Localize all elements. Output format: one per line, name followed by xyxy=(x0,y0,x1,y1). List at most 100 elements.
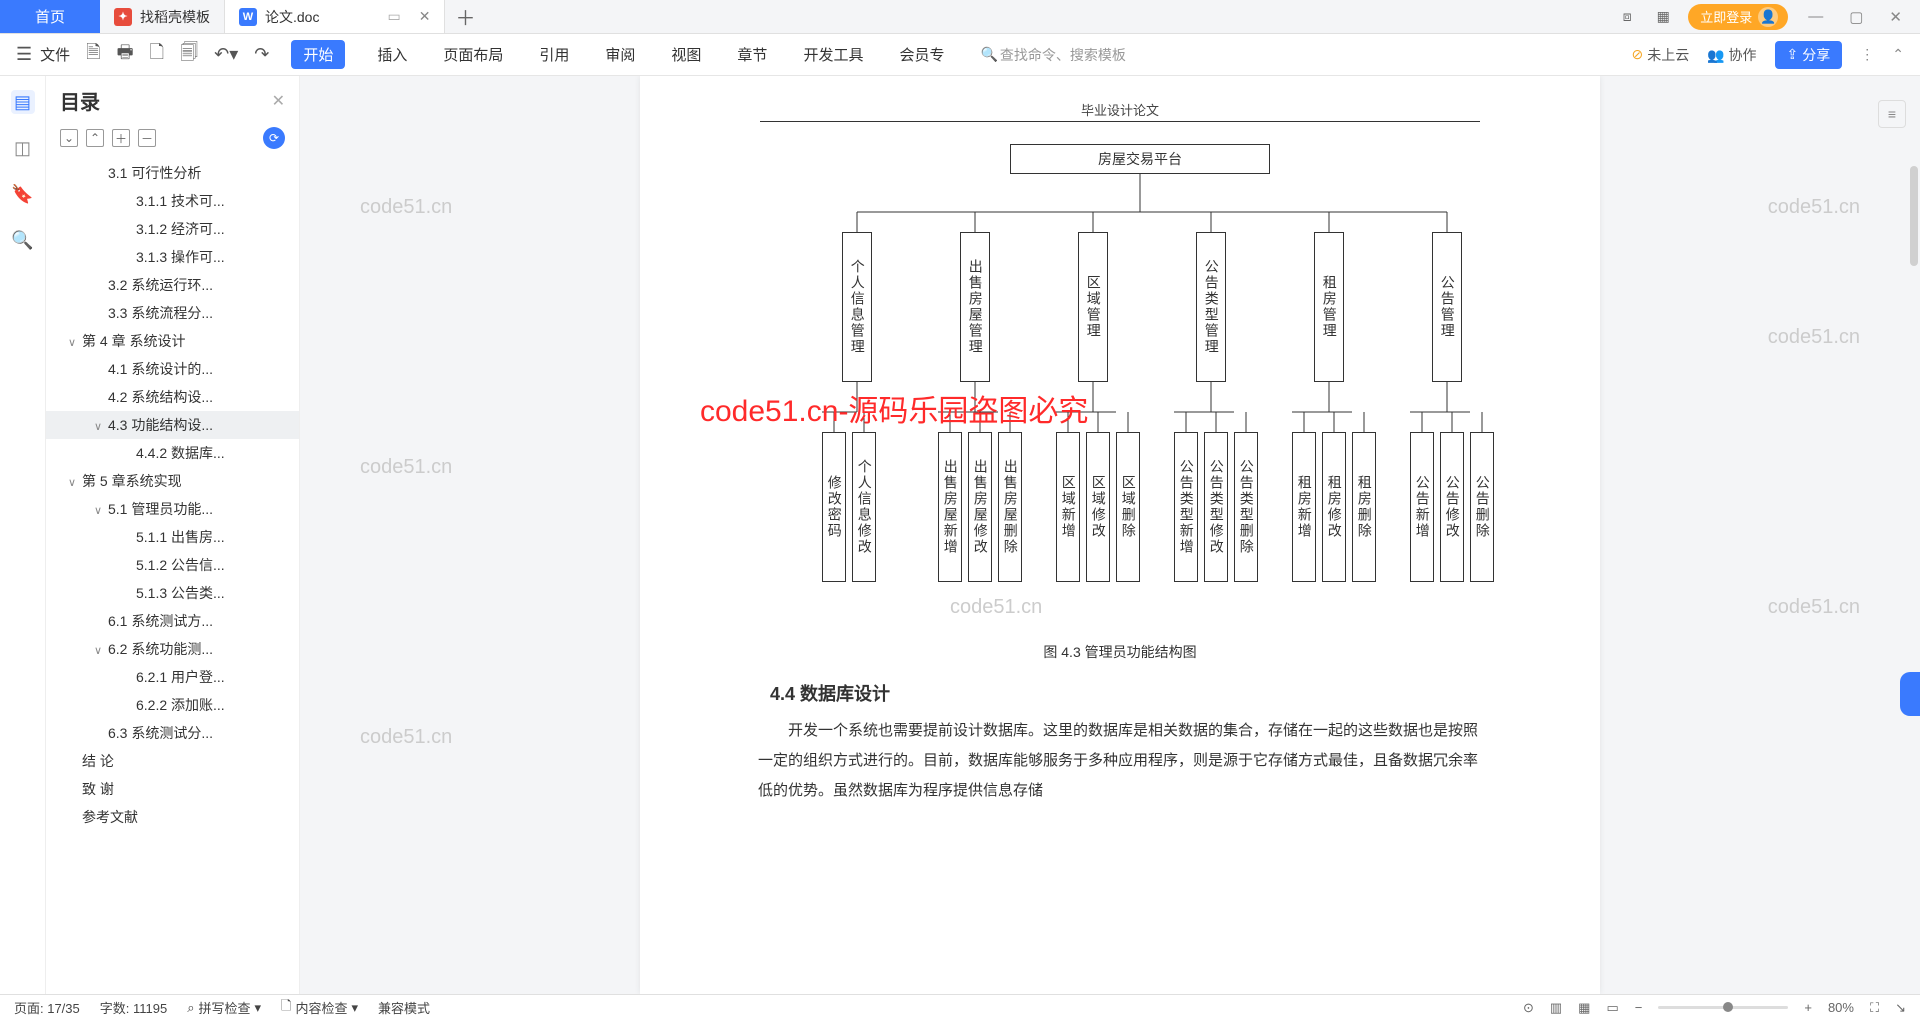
view-mode-icon[interactable]: ⊙ xyxy=(1523,1000,1534,1016)
file-menu[interactable]: 文件 xyxy=(40,44,70,65)
ribbon-tab[interactable]: 视图 xyxy=(667,40,705,69)
tab-template[interactable]: ✦ 找稻壳模板 xyxy=(100,0,225,33)
maximize-icon[interactable]: ▢ xyxy=(1843,8,1869,26)
minimize-icon[interactable]: — xyxy=(1802,8,1829,25)
ribbon-tab[interactable]: 会员专 xyxy=(895,40,948,69)
outline-item[interactable]: 6.2.2 添加账... xyxy=(46,691,299,719)
outline-item[interactable]: 3.1.3 操作可... xyxy=(46,243,299,271)
scrollbar[interactable] xyxy=(1910,166,1918,266)
fullscreen-icon[interactable]: ⛶ xyxy=(1870,1000,1879,1016)
outline-item[interactable]: 6.1 系统测试方... xyxy=(46,607,299,635)
outline-item[interactable]: 参考文献 xyxy=(46,803,299,831)
outline-item[interactable]: ∨4.3 功能结构设... xyxy=(46,411,299,439)
ribbon-tab[interactable]: 引用 xyxy=(535,40,573,69)
collapse-all-icon[interactable]: ⌄ xyxy=(60,129,78,147)
zoom-value[interactable]: 80% xyxy=(1828,1000,1854,1015)
print-icon[interactable]: 🖶 xyxy=(117,40,134,70)
outline-item[interactable]: 3.1.1 技术可... xyxy=(46,187,299,215)
view-web-icon[interactable]: ▥ xyxy=(1550,1000,1562,1016)
zoom-in-icon[interactable]: + xyxy=(1804,1000,1812,1015)
ribbon-tab[interactable]: 插入 xyxy=(373,40,411,69)
save-icon[interactable]: 🗎 xyxy=(86,40,100,70)
expand-all-icon[interactable]: ⌃ xyxy=(86,129,104,147)
word-icon: W xyxy=(239,8,257,26)
outline-item[interactable]: 6.2.1 用户登... xyxy=(46,663,299,691)
content-check[interactable]: 🗋 内容检查 ▾ xyxy=(281,997,358,1019)
remove-icon[interactable]: － xyxy=(138,129,156,147)
export-icon[interactable]: 🗐 xyxy=(180,40,198,70)
page-indicator[interactable]: 页面: 17/35 xyxy=(14,998,80,1017)
outline-item[interactable]: 4.4.2 数据库... xyxy=(46,439,299,467)
outline-item[interactable]: ∨第 4 章 系统设计 xyxy=(46,327,299,355)
outline-icon[interactable]: ▤ xyxy=(11,90,35,114)
ribbon-tab[interactable]: 章节 xyxy=(733,40,771,69)
collab-button[interactable]: 👥 协作 xyxy=(1707,45,1756,65)
chart-node: 区域新增 xyxy=(1056,432,1080,582)
outline-item[interactable]: 3.2 系统运行环... xyxy=(46,271,299,299)
outline-item[interactable]: 4.2 系统结构设... xyxy=(46,383,299,411)
collapse-ribbon-icon[interactable]: ⌃ xyxy=(1892,46,1904,63)
zoom-slider[interactable] xyxy=(1658,1006,1788,1009)
tab-document[interactable]: W 论文.doc ▭ ✕ xyxy=(225,0,445,33)
zoom-out-icon[interactable]: − xyxy=(1635,1000,1643,1015)
chart-node: 租房删除 xyxy=(1352,432,1376,582)
outline-item[interactable]: 6.3 系统测试分... xyxy=(46,719,299,747)
outline-item[interactable]: 致 谢 xyxy=(46,775,299,803)
ribbon-tab[interactable]: 开发工具 xyxy=(799,40,867,69)
add-icon[interactable]: ＋ xyxy=(112,129,130,147)
outline-item[interactable]: 3.3 系统流程分... xyxy=(46,299,299,327)
ribbon-tab[interactable]: 页面布局 xyxy=(439,40,507,69)
share-button[interactable]: ⇪ 分享 xyxy=(1775,41,1843,69)
right-dock: ≡ xyxy=(1870,86,1914,128)
bookmark-icon[interactable]: 🔖 xyxy=(11,182,35,206)
preview-icon[interactable]: 🗋 xyxy=(150,40,164,70)
ribbon-tab[interactable]: 审阅 xyxy=(601,40,639,69)
chart-node: 区域删除 xyxy=(1116,432,1140,582)
outline-item[interactable]: 5.1.3 公告类... xyxy=(46,579,299,607)
outline-item[interactable]: ∨5.1 管理员功能... xyxy=(46,495,299,523)
tab-home[interactable]: 首页 xyxy=(0,0,100,33)
watermark: code51.cn xyxy=(1768,196,1860,219)
chart-node: 公告类型管理 xyxy=(1196,232,1226,382)
view-read-icon[interactable]: ▭ xyxy=(1606,1000,1618,1016)
close-icon[interactable]: ✕ xyxy=(272,91,285,111)
outline-item[interactable]: 4.1 系统设计的... xyxy=(46,355,299,383)
avatar-icon: 👤 xyxy=(1758,7,1778,27)
outline-title: 目录 xyxy=(60,86,100,115)
cloud-status[interactable]: ⊘未上云 xyxy=(1631,45,1689,65)
close-icon[interactable]: ✕ xyxy=(419,8,431,25)
find-icon[interactable]: 🔍 xyxy=(11,228,35,252)
outline-item[interactable]: 5.1.1 出售房... xyxy=(46,523,299,551)
compat-mode[interactable]: 兼容模式 xyxy=(378,998,430,1017)
login-button[interactable]: 立即登录 👤 xyxy=(1688,4,1788,30)
watermark: code51.cn xyxy=(360,456,452,479)
spellcheck-toggle[interactable]: ⌕ 拼写检查 ▾ xyxy=(187,998,261,1017)
outline-item[interactable]: 5.1.2 公告信... xyxy=(46,551,299,579)
body-text: 开发一个系统也需要提前设计数据库。这里的数据库是相关数据的集合，存储在一起的这些… xyxy=(750,716,1490,806)
outline-item[interactable]: 3.1.2 经济可... xyxy=(46,215,299,243)
hamburger-icon[interactable]: ☰ xyxy=(16,44,32,65)
outline-item[interactable]: 结 论 xyxy=(46,747,299,775)
more-icon[interactable]: ⋮ xyxy=(1860,46,1874,63)
sync-icon[interactable]: ⟳ xyxy=(263,127,285,149)
panel-toggle-icon[interactable]: ≡ xyxy=(1878,100,1906,128)
side-handle[interactable] xyxy=(1900,672,1920,716)
outline-item[interactable]: ∨6.2 系统功能测... xyxy=(46,635,299,663)
search-box[interactable]: 🔍 查找命令、搜索模板 xyxy=(980,45,1125,65)
window-mode-icon[interactable]: ▭ xyxy=(387,8,400,25)
view-page-icon[interactable]: ▦ xyxy=(1578,1000,1590,1016)
outline-item[interactable]: ∨第 5 章系统实现 xyxy=(46,467,299,495)
watermark: code51.cn xyxy=(360,726,452,749)
word-count[interactable]: 字数: 11195 xyxy=(100,998,167,1017)
red-watermark: code51.cn-源码乐园盗图必究 xyxy=(700,386,1088,430)
new-tab-button[interactable]: ＋ xyxy=(445,0,485,33)
ribbon-tab[interactable]: 开始 xyxy=(291,40,345,69)
outline-item[interactable]: 3.1 可行性分析 xyxy=(46,159,299,187)
nav-icon[interactable]: ◫ xyxy=(11,136,35,160)
close-window-icon[interactable]: ✕ xyxy=(1883,8,1908,26)
reader-icon[interactable]: ⧈ xyxy=(1616,6,1638,28)
undo-icon[interactable]: ↶▾ xyxy=(214,40,238,70)
fit-icon[interactable]: ↘ xyxy=(1895,1000,1906,1016)
redo-icon[interactable]: ↷ xyxy=(254,40,269,70)
apps-icon[interactable]: ▦ xyxy=(1652,6,1674,28)
